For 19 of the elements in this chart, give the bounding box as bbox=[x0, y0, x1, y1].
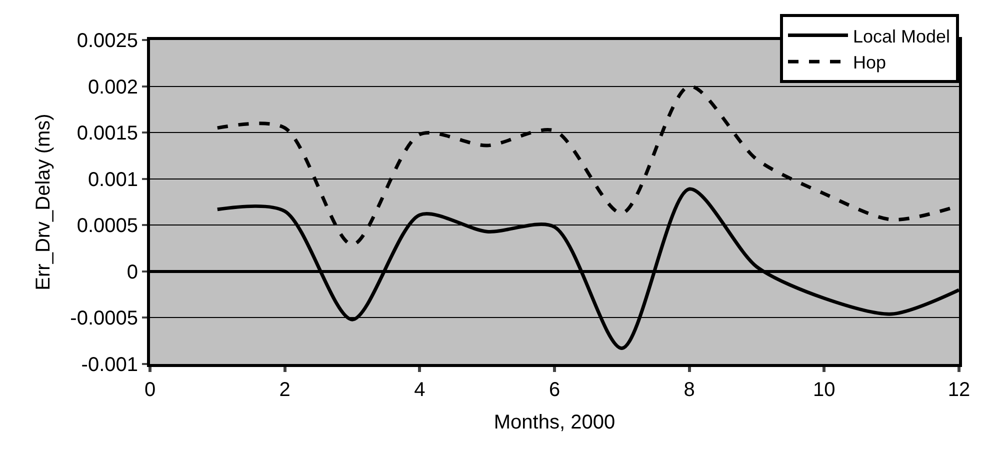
y-tick-label: 0.001 bbox=[88, 168, 138, 191]
y-tick-label: 0.0005 bbox=[76, 215, 138, 238]
y-tick-label: 0.0015 bbox=[76, 122, 138, 145]
x-tick-label: 12 bbox=[948, 379, 970, 401]
y-tick-label: 0.002 bbox=[88, 76, 138, 98]
y-tick-label: -0.001 bbox=[81, 354, 138, 376]
x-tick-label: 6 bbox=[548, 379, 560, 401]
x-tick-label: 10 bbox=[813, 379, 836, 401]
x-tick-label: 2 bbox=[279, 379, 290, 401]
y-tick-label: -0.0005 bbox=[70, 308, 138, 330]
y-tick-label: 0.0025 bbox=[76, 30, 138, 52]
y-tick-label: 0 bbox=[126, 261, 138, 284]
x-axis-title: Months, 2000 bbox=[494, 412, 616, 434]
x-tick-label: 4 bbox=[414, 379, 426, 401]
legend-label: Hop bbox=[853, 52, 886, 73]
legend-label: Local Model bbox=[853, 26, 950, 46]
y-axis-title: Err_Drv_Delay (ms) bbox=[32, 114, 55, 290]
x-tick-label: 8 bbox=[684, 379, 695, 401]
x-tick-label: 0 bbox=[144, 379, 156, 401]
